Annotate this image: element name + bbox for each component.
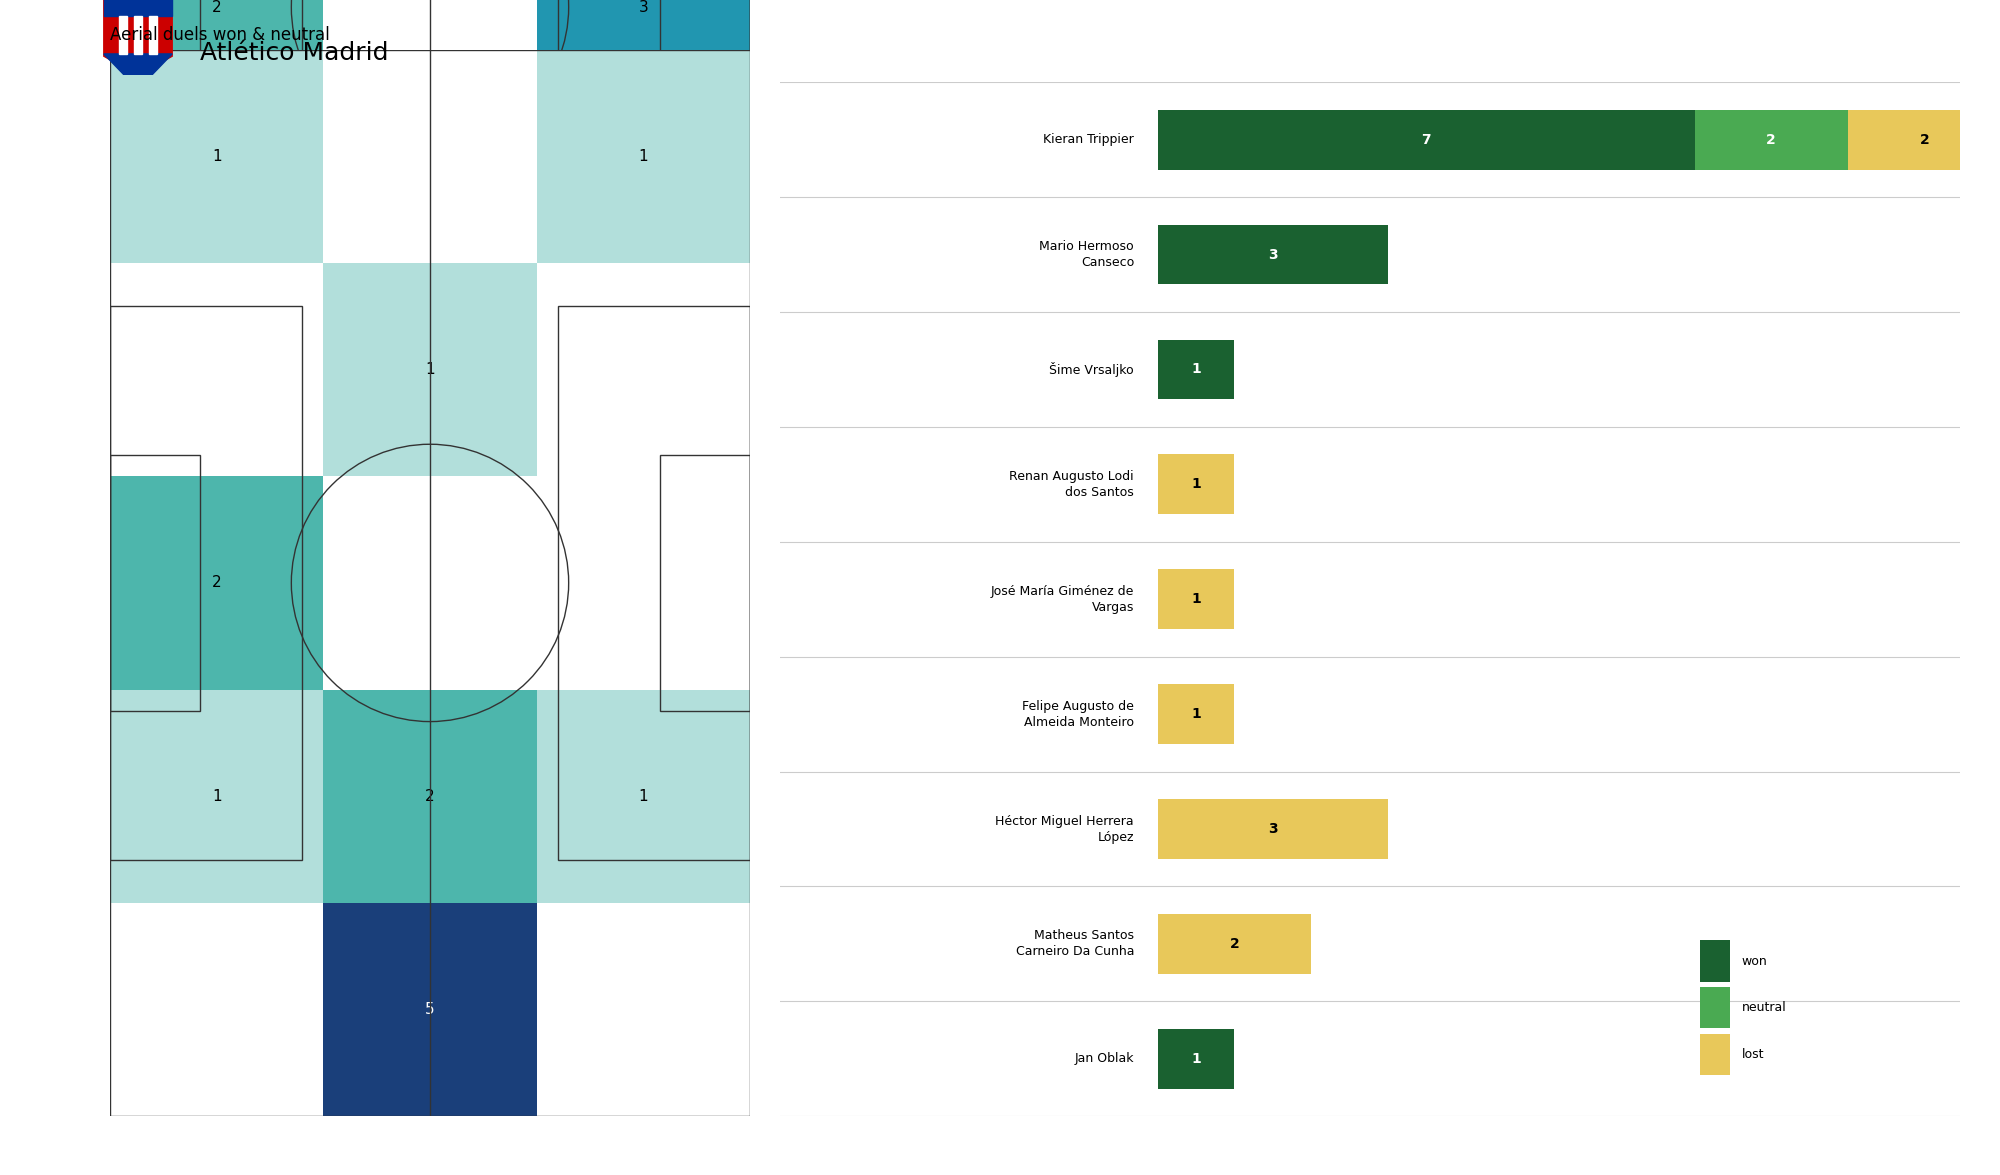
Bar <box>110 49 324 263</box>
Text: 1: 1 <box>1192 362 1200 376</box>
Text: 1: 1 <box>1192 707 1200 721</box>
Text: José María Giménez de
Vargas: José María Giménez de Vargas <box>990 585 1134 613</box>
Bar <box>324 690 536 902</box>
Text: won: won <box>1742 954 1768 968</box>
Text: 1: 1 <box>1192 1052 1200 1066</box>
Bar <box>110 455 200 711</box>
Bar <box>110 327 324 540</box>
Text: Héctor Miguel Herrera
López: Héctor Miguel Herrera López <box>996 814 1134 844</box>
Bar <box>324 114 536 327</box>
Polygon shape <box>104 0 172 75</box>
Text: Atlético Madrid: Atlético Madrid <box>200 41 388 65</box>
Text: 2: 2 <box>212 0 222 14</box>
Text: Aerial duels won & neutral: Aerial duels won & neutral <box>110 26 330 43</box>
Text: Kieran Trippier: Kieran Trippier <box>1044 133 1134 146</box>
Bar <box>1158 914 1312 974</box>
Text: 2: 2 <box>1766 133 1776 147</box>
Bar <box>324 902 536 1116</box>
Bar <box>536 49 750 263</box>
Text: 3: 3 <box>638 0 648 14</box>
Polygon shape <box>120 16 126 54</box>
Bar <box>536 0 750 114</box>
Bar <box>324 0 536 114</box>
Text: Šime Vrsaljko: Šime Vrsaljko <box>1050 362 1134 377</box>
Text: 2: 2 <box>638 213 648 228</box>
Bar <box>558 0 750 284</box>
Bar <box>536 263 750 476</box>
Bar <box>660 455 750 711</box>
Text: 1: 1 <box>1192 477 1200 491</box>
Text: 7: 7 <box>1422 133 1430 147</box>
Bar <box>536 690 750 902</box>
Bar <box>558 306 750 860</box>
Bar <box>1848 109 2000 169</box>
Text: 4: 4 <box>426 213 434 228</box>
Text: 1: 1 <box>638 149 648 163</box>
Bar <box>1158 340 1234 400</box>
Text: 2: 2 <box>1230 936 1240 951</box>
Bar <box>110 0 324 114</box>
Bar <box>110 690 324 902</box>
Text: 2: 2 <box>1920 133 1930 147</box>
Bar <box>536 476 750 690</box>
Text: 5: 5 <box>426 1002 434 1018</box>
Bar <box>536 902 750 1116</box>
Bar <box>1158 799 1388 859</box>
Text: 1: 1 <box>638 427 648 442</box>
Text: Jan Oblak: Jan Oblak <box>1074 1053 1134 1066</box>
Text: 2: 2 <box>426 788 434 804</box>
Text: 3: 3 <box>1268 248 1278 262</box>
Bar <box>110 0 302 284</box>
Text: 1: 1 <box>426 362 434 377</box>
Text: Mario Hermoso
Canseco: Mario Hermoso Canseco <box>1040 240 1134 269</box>
Bar <box>110 263 324 476</box>
Text: 5: 5 <box>426 427 434 442</box>
Text: lost: lost <box>1742 1048 1764 1061</box>
Bar <box>1158 684 1234 744</box>
Bar <box>1694 109 1848 169</box>
Bar <box>324 476 536 690</box>
Bar <box>1158 1029 1234 1089</box>
Text: Matheus Santos
Carneiro Da Cunha: Matheus Santos Carneiro Da Cunha <box>1016 929 1134 959</box>
Polygon shape <box>104 0 172 16</box>
Bar <box>110 476 324 690</box>
Bar <box>1158 109 1694 169</box>
Polygon shape <box>134 16 142 54</box>
Text: 1: 1 <box>212 149 222 163</box>
Bar <box>1700 1034 1730 1075</box>
Bar <box>110 902 324 1116</box>
Polygon shape <box>150 16 156 54</box>
Text: Felipe Augusto de
Almeida Monteiro: Felipe Augusto de Almeida Monteiro <box>1022 699 1134 728</box>
Bar <box>110 114 324 327</box>
Bar <box>1158 570 1234 629</box>
Text: 1: 1 <box>638 788 648 804</box>
Bar <box>324 327 536 540</box>
Bar <box>324 263 536 476</box>
Bar <box>1700 940 1730 982</box>
Text: 1: 1 <box>212 213 222 228</box>
Bar <box>536 114 750 327</box>
Bar <box>324 49 536 263</box>
Polygon shape <box>104 54 172 75</box>
Text: neutral: neutral <box>1742 1001 1786 1014</box>
Text: 1: 1 <box>212 788 222 804</box>
Bar <box>1700 987 1730 1028</box>
Bar <box>1158 224 1388 284</box>
Text: Renan Augusto Lodi
dos Santos: Renan Augusto Lodi dos Santos <box>1010 470 1134 499</box>
Bar <box>1158 455 1234 515</box>
Text: 1: 1 <box>1192 592 1200 606</box>
Text: 3: 3 <box>1268 822 1278 837</box>
Bar <box>660 0 750 135</box>
Bar <box>110 0 200 135</box>
Text: 2: 2 <box>212 576 222 590</box>
Bar <box>536 327 750 540</box>
Bar <box>110 306 302 860</box>
